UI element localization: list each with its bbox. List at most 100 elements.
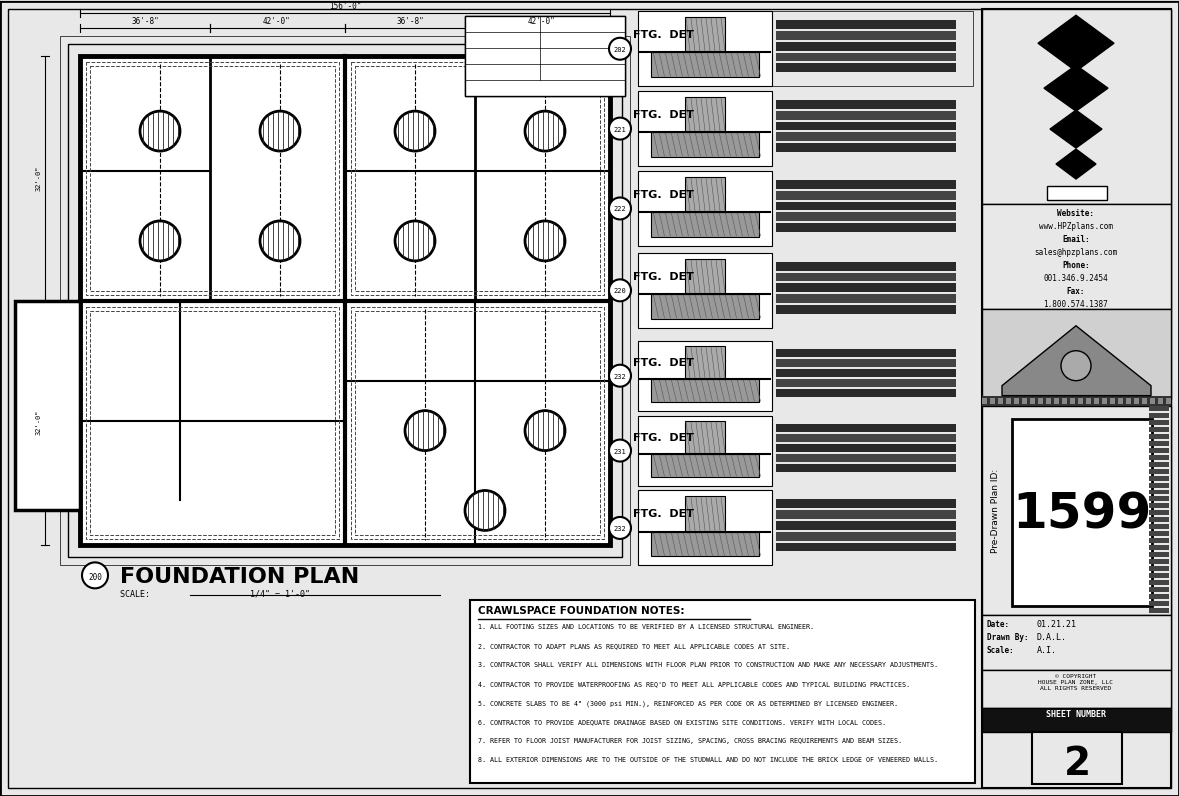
Bar — [777, 273, 956, 282]
Bar — [1150, 587, 1170, 592]
Bar — [777, 424, 956, 432]
Text: 32'-0": 32'-0" — [37, 166, 42, 191]
Circle shape — [140, 111, 180, 151]
Bar — [777, 369, 956, 377]
Bar — [1150, 482, 1170, 487]
Text: Email:: Email: — [1062, 235, 1089, 244]
Bar — [1126, 398, 1131, 404]
Bar — [1150, 497, 1170, 501]
Bar — [638, 341, 772, 411]
Bar — [1047, 186, 1107, 200]
Bar — [638, 490, 772, 565]
Bar — [777, 191, 956, 200]
Bar — [990, 398, 995, 404]
Bar — [777, 349, 956, 357]
Bar — [982, 204, 1171, 309]
Bar — [1150, 412, 1170, 418]
Bar — [90, 66, 335, 291]
Bar — [652, 532, 759, 556]
Bar — [777, 532, 956, 540]
Circle shape — [525, 221, 565, 261]
Text: Fax:: Fax: — [1067, 287, 1085, 296]
Bar — [777, 201, 956, 210]
Bar — [777, 455, 956, 462]
Circle shape — [465, 490, 505, 530]
Bar — [982, 670, 1171, 708]
Bar — [1150, 595, 1170, 599]
Bar — [1078, 398, 1084, 404]
Polygon shape — [1043, 65, 1108, 111]
Text: 32'-0": 32'-0" — [37, 410, 42, 435]
Bar — [1150, 532, 1170, 537]
Bar — [777, 283, 956, 292]
Text: 42'-0": 42'-0" — [263, 18, 291, 26]
Text: 01.21.21: 01.21.21 — [1038, 620, 1076, 630]
Circle shape — [395, 221, 435, 261]
Polygon shape — [1038, 15, 1114, 71]
Text: D.A.L.: D.A.L. — [1038, 634, 1067, 642]
Text: FTG.  DET: FTG. DET — [633, 110, 694, 120]
Text: FTG.  DET: FTG. DET — [633, 190, 694, 200]
Bar — [1150, 560, 1170, 564]
Bar — [982, 406, 1171, 615]
Bar — [1012, 419, 1152, 607]
Text: 001.346.9.2454: 001.346.9.2454 — [1043, 274, 1108, 283]
Bar — [982, 309, 1171, 399]
Bar — [1102, 398, 1107, 404]
Text: FTG.  DET: FTG. DET — [633, 433, 694, 443]
Bar — [777, 111, 956, 119]
Bar — [777, 53, 956, 61]
Circle shape — [610, 37, 631, 60]
Bar — [1150, 490, 1170, 494]
Polygon shape — [1056, 149, 1096, 179]
Text: www.HPZplans.com: www.HPZplans.com — [1039, 222, 1113, 231]
Polygon shape — [1050, 110, 1102, 148]
Bar — [1166, 398, 1171, 404]
Bar — [777, 380, 956, 388]
Bar — [777, 132, 956, 141]
Bar — [1006, 398, 1012, 404]
Text: 222: 222 — [613, 206, 626, 213]
Text: 8. ALL EXTERIOR DIMENSIONS ARE TO THE OUTSIDE OF THE STUDWALL AND DO NOT INCLUDE: 8. ALL EXTERIOR DIMENSIONS ARE TO THE OU… — [477, 757, 938, 763]
Bar — [1150, 573, 1170, 579]
Text: 2. CONTRACTOR TO ADAPT PLANS AS REQUIRED TO MEET ALL APPLICABLE CODES AT SITE.: 2. CONTRACTOR TO ADAPT PLANS AS REQUIRED… — [477, 643, 790, 650]
Bar — [1062, 398, 1067, 404]
Bar — [685, 97, 725, 132]
Text: FTG.  DET: FTG. DET — [633, 30, 694, 41]
Bar — [80, 57, 610, 545]
Bar — [777, 434, 956, 442]
Circle shape — [261, 111, 299, 151]
Text: 2: 2 — [1063, 745, 1091, 783]
Bar — [652, 53, 759, 77]
Bar — [777, 213, 956, 221]
Bar — [1134, 398, 1139, 404]
Bar — [777, 122, 956, 131]
Text: FTG.  DET: FTG. DET — [633, 509, 694, 520]
Text: SCALE:                    1/4" = 1'-0": SCALE: 1/4" = 1'-0" — [120, 589, 310, 599]
Bar — [777, 20, 956, 29]
Bar — [1150, 538, 1170, 544]
Bar — [652, 132, 759, 157]
Bar — [1086, 398, 1091, 404]
Circle shape — [525, 411, 565, 451]
Bar — [777, 31, 956, 40]
Bar — [60, 37, 630, 565]
Circle shape — [610, 365, 631, 387]
Bar — [1150, 440, 1170, 446]
Bar — [15, 301, 80, 510]
Bar — [777, 42, 956, 51]
Bar — [982, 398, 987, 404]
Bar — [1150, 608, 1170, 613]
Circle shape — [261, 221, 299, 261]
Circle shape — [610, 118, 631, 139]
Bar — [1150, 580, 1170, 585]
Text: 36'-8": 36'-8" — [131, 18, 159, 26]
Text: Scale:: Scale: — [987, 646, 1015, 655]
Bar — [1054, 398, 1059, 404]
Text: © COPYRIGHT
HOUSE PLAN ZONE, LLC
ALL RIGHTS RESERVED: © COPYRIGHT HOUSE PLAN ZONE, LLC ALL RIG… — [1039, 674, 1113, 691]
Polygon shape — [1002, 326, 1151, 396]
Bar — [465, 16, 625, 96]
Bar — [638, 11, 973, 86]
Text: SHEET NUMBER: SHEET NUMBER — [1046, 710, 1106, 719]
Bar — [982, 396, 1171, 406]
